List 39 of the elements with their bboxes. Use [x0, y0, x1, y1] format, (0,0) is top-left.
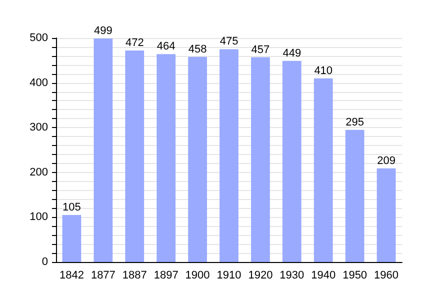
bar	[62, 214, 82, 262]
bar	[282, 60, 302, 262]
x-tick-label: 1910	[216, 270, 242, 282]
x-tick-label: 1842	[59, 270, 84, 282]
y-tick-label: 100	[30, 211, 48, 224]
bar	[251, 57, 270, 262]
data-label: 464	[156, 40, 176, 53]
bar	[94, 38, 113, 262]
x-tick-label: 1930	[280, 270, 304, 282]
x-tick-label: 1897	[154, 270, 178, 282]
x-tick-label: 1960	[374, 270, 399, 282]
x-tick-label: 1900	[185, 270, 210, 282]
data-label: 449	[282, 47, 302, 60]
y-tick-label: 400	[30, 76, 48, 89]
y-tick-label: 200	[30, 166, 48, 178]
data-label: 472	[125, 37, 144, 50]
x-tick-label: 1950	[342, 270, 368, 282]
data-label: 295	[346, 116, 364, 128]
x-tick-label: 1940	[311, 270, 336, 282]
bar	[345, 130, 364, 262]
data-label: 475	[220, 36, 238, 48]
bar	[220, 49, 238, 262]
bar	[125, 50, 144, 262]
y-tick-label: 500	[30, 32, 48, 44]
data-label: 499	[94, 24, 112, 37]
y-tick-label: 300	[30, 122, 48, 134]
data-label: 209	[377, 154, 396, 167]
bar	[314, 78, 333, 262]
bar	[376, 168, 396, 262]
bar	[188, 56, 207, 262]
bar	[156, 54, 176, 262]
x-tick-label: 1887	[122, 270, 147, 282]
data-label: 410	[314, 64, 333, 77]
y-tick-label: 0	[42, 256, 48, 268]
x-tick-label: 1877	[90, 270, 116, 282]
data-label: 458	[188, 43, 207, 56]
data-label: 105	[62, 201, 81, 214]
data-label: 457	[251, 44, 270, 56]
x-tick-label: 1920	[248, 270, 273, 282]
